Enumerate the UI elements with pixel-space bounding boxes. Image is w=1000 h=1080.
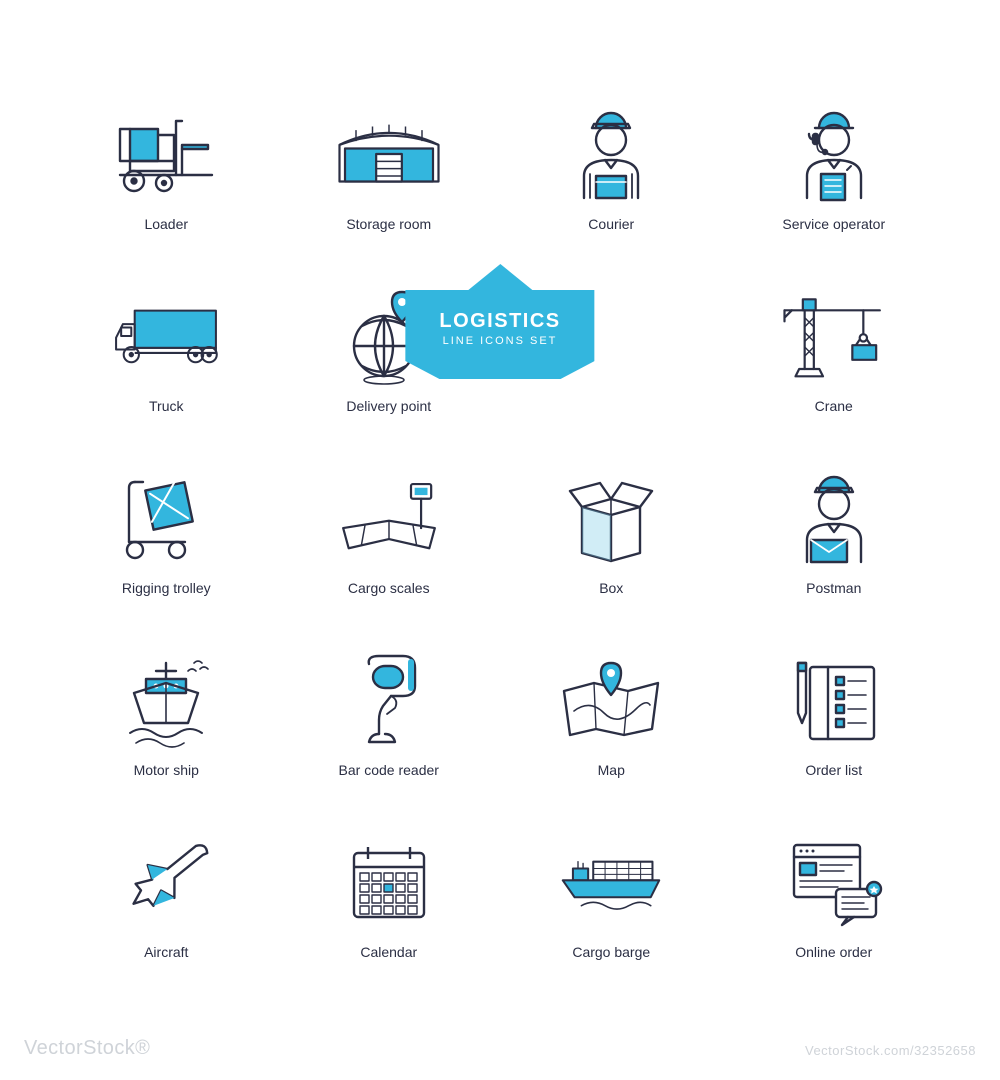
label-online-order: Online order <box>795 944 872 960</box>
bar-code-reader-icon <box>334 650 444 750</box>
cell-calendar: Calendar <box>283 788 496 960</box>
crane-icon <box>779 286 889 386</box>
label-motor-ship: Motor ship <box>134 762 199 778</box>
label-order-list: Order list <box>805 762 862 778</box>
storage-room-icon <box>334 104 444 204</box>
label-crane: Crane <box>815 398 853 414</box>
truck-icon <box>111 286 221 386</box>
rigging-trolley-icon <box>111 468 221 568</box>
courier-icon <box>556 104 666 204</box>
cell-map: Map <box>505 606 718 778</box>
cell-postman: Postman <box>728 424 941 596</box>
cell-loader: Loader <box>60 60 273 232</box>
label-box: Box <box>599 580 623 596</box>
order-list-icon <box>779 650 889 750</box>
cell-bar-code-reader: Bar code reader <box>283 606 496 778</box>
label-cargo-barge: Cargo barge <box>572 944 650 960</box>
icon-grid: Loader Storage room <box>0 0 1000 1080</box>
label-postman: Postman <box>806 580 861 596</box>
title-line1: LOGISTICS <box>439 310 560 333</box>
image-id: VectorStock.com/32352658 <box>805 1043 976 1058</box>
watermark: VectorStock® <box>24 1037 150 1060</box>
label-service-operator: Service operator <box>782 216 885 232</box>
label-cargo-scales: Cargo scales <box>348 580 430 596</box>
cell-cargo-barge: Cargo barge <box>505 788 718 960</box>
cell-courier: Courier <box>505 60 718 232</box>
cell-box: Box <box>505 424 718 596</box>
label-aircraft: Aircraft <box>144 944 188 960</box>
cell-rigging-trolley: Rigging trolley <box>60 424 273 596</box>
cell-aircraft: Aircraft <box>60 788 273 960</box>
cargo-barge-icon <box>556 832 666 932</box>
cell-cargo-scales: Cargo scales <box>283 424 496 596</box>
cell-online-order: Online order <box>728 788 941 960</box>
title-badge: LOGISTICS LINE ICONS SET <box>405 290 594 361</box>
cell-service-operator: Service operator <box>728 60 941 232</box>
label-courier: Courier <box>588 216 634 232</box>
label-storage-room: Storage room <box>346 216 431 232</box>
box-icon <box>556 468 666 568</box>
label-map: Map <box>598 762 625 778</box>
cell-motor-ship: Motor ship <box>60 606 273 778</box>
cell-storage-room: Storage room <box>283 60 496 232</box>
cell-truck: Truck <box>60 242 273 414</box>
loader-icon <box>111 104 221 204</box>
label-loader: Loader <box>144 216 188 232</box>
label-delivery-point: Delivery point <box>346 398 431 414</box>
label-rigging-trolley: Rigging trolley <box>122 580 211 596</box>
cell-order-list: Order list <box>728 606 941 778</box>
map-icon <box>556 650 666 750</box>
service-operator-icon <box>779 104 889 204</box>
postman-icon <box>779 468 889 568</box>
online-order-icon <box>779 832 889 932</box>
cell-crane: Crane <box>728 242 941 414</box>
cargo-scales-icon <box>334 468 444 568</box>
label-truck: Truck <box>149 398 183 414</box>
title-line2: LINE ICONS SET <box>439 335 560 347</box>
aircraft-icon <box>111 832 221 932</box>
label-bar-code-reader: Bar code reader <box>339 762 439 778</box>
motor-ship-icon <box>111 650 221 750</box>
label-calendar: Calendar <box>360 944 417 960</box>
calendar-icon <box>334 832 444 932</box>
